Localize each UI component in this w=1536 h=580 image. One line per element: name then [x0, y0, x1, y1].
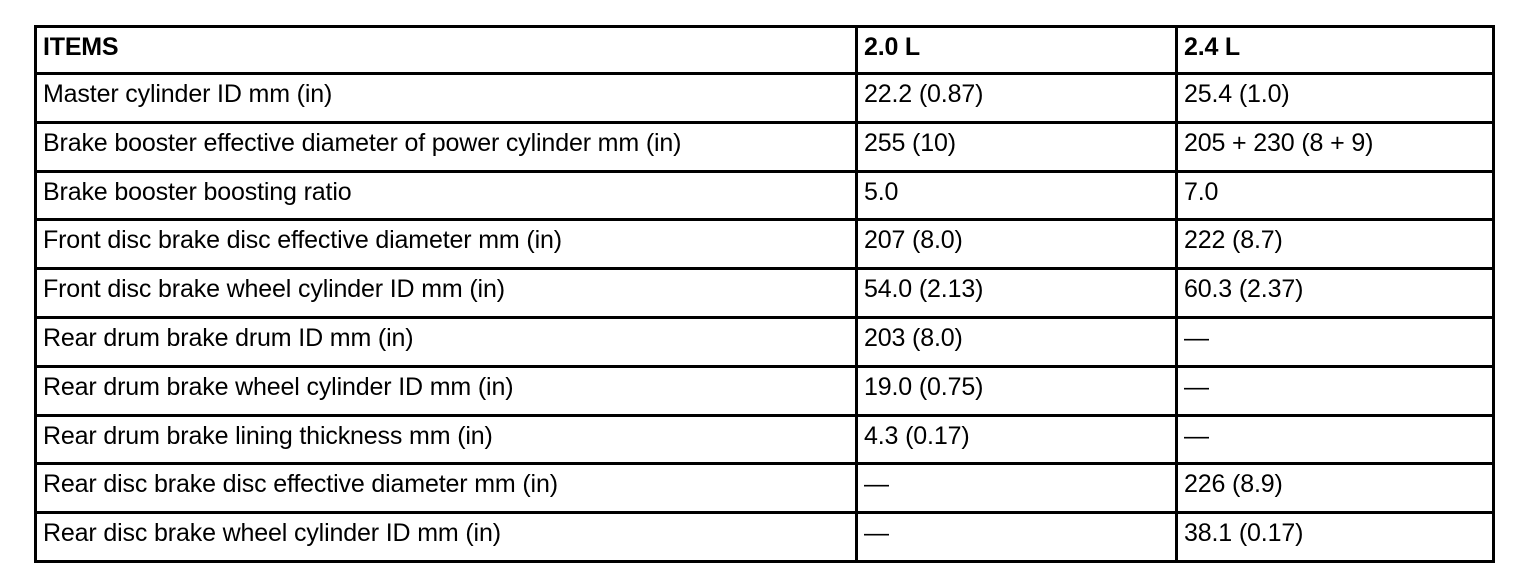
row-item-label: Rear drum brake lining thickness mm (in)	[34, 413, 858, 466]
row-item-label: Brake booster boosting ratio	[34, 169, 858, 222]
row-value-2-0l: 5.0	[855, 169, 1178, 222]
column-header-engine-2-0l: 2.0 L	[855, 25, 1178, 75]
table-row: Front disc brake disc effective diameter…	[34, 218, 1495, 271]
row-value-2-4l: —	[1175, 364, 1495, 417]
row-item-label: Rear drum brake drum ID mm (in)	[34, 315, 858, 368]
row-value-2-4l: 205 + 230 (8 + 9)	[1175, 120, 1495, 173]
row-value-2-4l: 38.1 (0.17)	[1175, 511, 1495, 563]
table-row: Front disc brake wheel cylinder ID mm (i…	[34, 267, 1495, 319]
row-value-2-0l: 54.0 (2.13)	[855, 267, 1178, 319]
row-item-label: Front disc brake disc effective diameter…	[34, 218, 858, 271]
row-value-2-0l: 4.3 (0.17)	[855, 413, 1178, 466]
table-row: Rear drum brake lining thickness mm (in)…	[34, 413, 1495, 466]
specification-table-container: ITEMS 2.0 L 2.4 L Master cylinder ID mm …	[34, 25, 1495, 563]
column-header-items: ITEMS	[34, 25, 858, 75]
row-value-2-4l: —	[1175, 413, 1495, 466]
row-value-2-0l: 22.2 (0.87)	[855, 72, 1178, 124]
row-value-2-4l: —	[1175, 315, 1495, 368]
row-value-2-4l: 60.3 (2.37)	[1175, 267, 1495, 319]
table-row: Rear disc brake disc effective diameter …	[34, 462, 1495, 515]
table-body: Master cylinder ID mm (in) 22.2 (0.87) 2…	[34, 72, 1495, 563]
row-item-label: Front disc brake wheel cylinder ID mm (i…	[34, 267, 858, 319]
row-value-2-4l: 25.4 (1.0)	[1175, 72, 1495, 124]
table-row: Master cylinder ID mm (in) 22.2 (0.87) 2…	[34, 72, 1495, 124]
row-value-2-4l: 226 (8.9)	[1175, 462, 1495, 515]
row-item-label: Brake booster effective diameter of powe…	[34, 120, 858, 173]
table-header: ITEMS 2.0 L 2.4 L	[34, 25, 1495, 75]
row-item-label: Rear drum brake wheel cylinder ID mm (in…	[34, 364, 858, 417]
row-value-2-0l: 207 (8.0)	[855, 218, 1178, 271]
row-item-label: Master cylinder ID mm (in)	[34, 72, 858, 124]
table-row: Rear disc brake wheel cylinder ID mm (in…	[34, 511, 1495, 563]
table-header-row: ITEMS 2.0 L 2.4 L	[34, 25, 1495, 75]
row-value-2-0l: 255 (10)	[855, 120, 1178, 173]
row-value-2-4l: 222 (8.7)	[1175, 218, 1495, 271]
row-item-label: Rear disc brake wheel cylinder ID mm (in…	[34, 511, 858, 563]
table-row: Rear drum brake wheel cylinder ID mm (in…	[34, 364, 1495, 417]
column-header-engine-2-4l: 2.4 L	[1175, 25, 1495, 75]
table-row: Brake booster boosting ratio 5.0 7.0	[34, 169, 1495, 222]
row-value-2-0l: —	[855, 511, 1178, 563]
row-item-label: Rear disc brake disc effective diameter …	[34, 462, 858, 515]
brake-specification-table: ITEMS 2.0 L 2.4 L Master cylinder ID mm …	[34, 25, 1495, 563]
row-value-2-0l: —	[855, 462, 1178, 515]
table-row: Rear drum brake drum ID mm (in) 203 (8.0…	[34, 315, 1495, 368]
row-value-2-0l: 203 (8.0)	[855, 315, 1178, 368]
row-value-2-4l: 7.0	[1175, 169, 1495, 222]
row-value-2-0l: 19.0 (0.75)	[855, 364, 1178, 417]
table-row: Brake booster effective diameter of powe…	[34, 120, 1495, 173]
